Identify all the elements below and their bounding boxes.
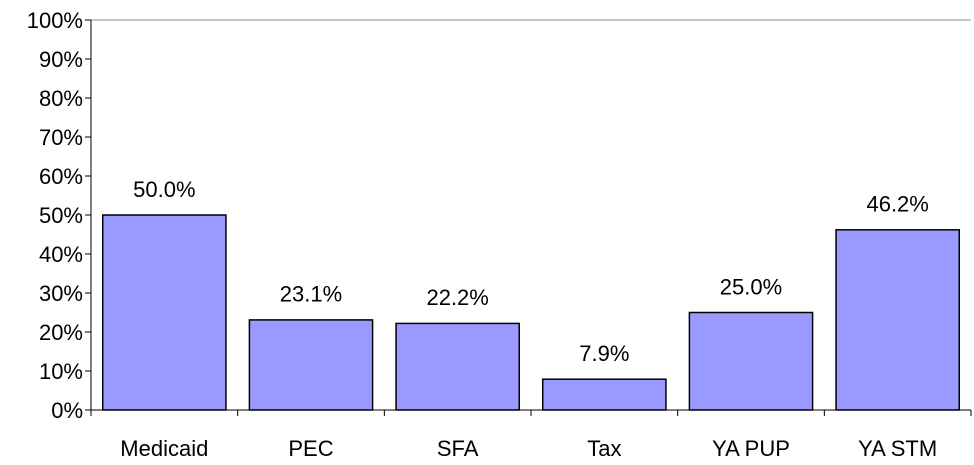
bar (688, 311, 814, 411)
x-tick-label: YA PUP (712, 436, 790, 461)
bar (101, 214, 227, 411)
y-tick-label: 70% (39, 125, 83, 150)
x-tick-label: Tax (587, 436, 621, 461)
y-tick-label: 80% (39, 86, 83, 111)
y-tick-label: 50% (39, 203, 83, 228)
x-tick-label: SFA (437, 436, 479, 461)
x-tick-label: Medicaid (120, 436, 208, 461)
bar (395, 322, 521, 411)
bar (835, 229, 961, 411)
y-tick-label: 100% (27, 8, 83, 33)
data-label: 7.9% (579, 341, 629, 366)
y-tick-label: 60% (39, 164, 83, 189)
y-tick-label: 0% (51, 398, 83, 423)
x-tick-label: YA STM (858, 436, 937, 461)
y-tick-label: 30% (39, 281, 83, 306)
data-label: 23.1% (280, 282, 342, 307)
x-tick-label: PEC (288, 436, 333, 461)
data-label: 50.0% (133, 177, 195, 202)
y-tick-label: 40% (39, 242, 83, 267)
data-label: 22.2% (426, 285, 488, 310)
bar (248, 319, 374, 411)
y-tick-label: 20% (39, 320, 83, 345)
y-tick-label: 90% (39, 47, 83, 72)
data-label: 25.0% (720, 274, 782, 299)
y-tick-label: 10% (39, 359, 83, 384)
data-label: 46.2% (866, 192, 928, 217)
bar (541, 378, 667, 411)
